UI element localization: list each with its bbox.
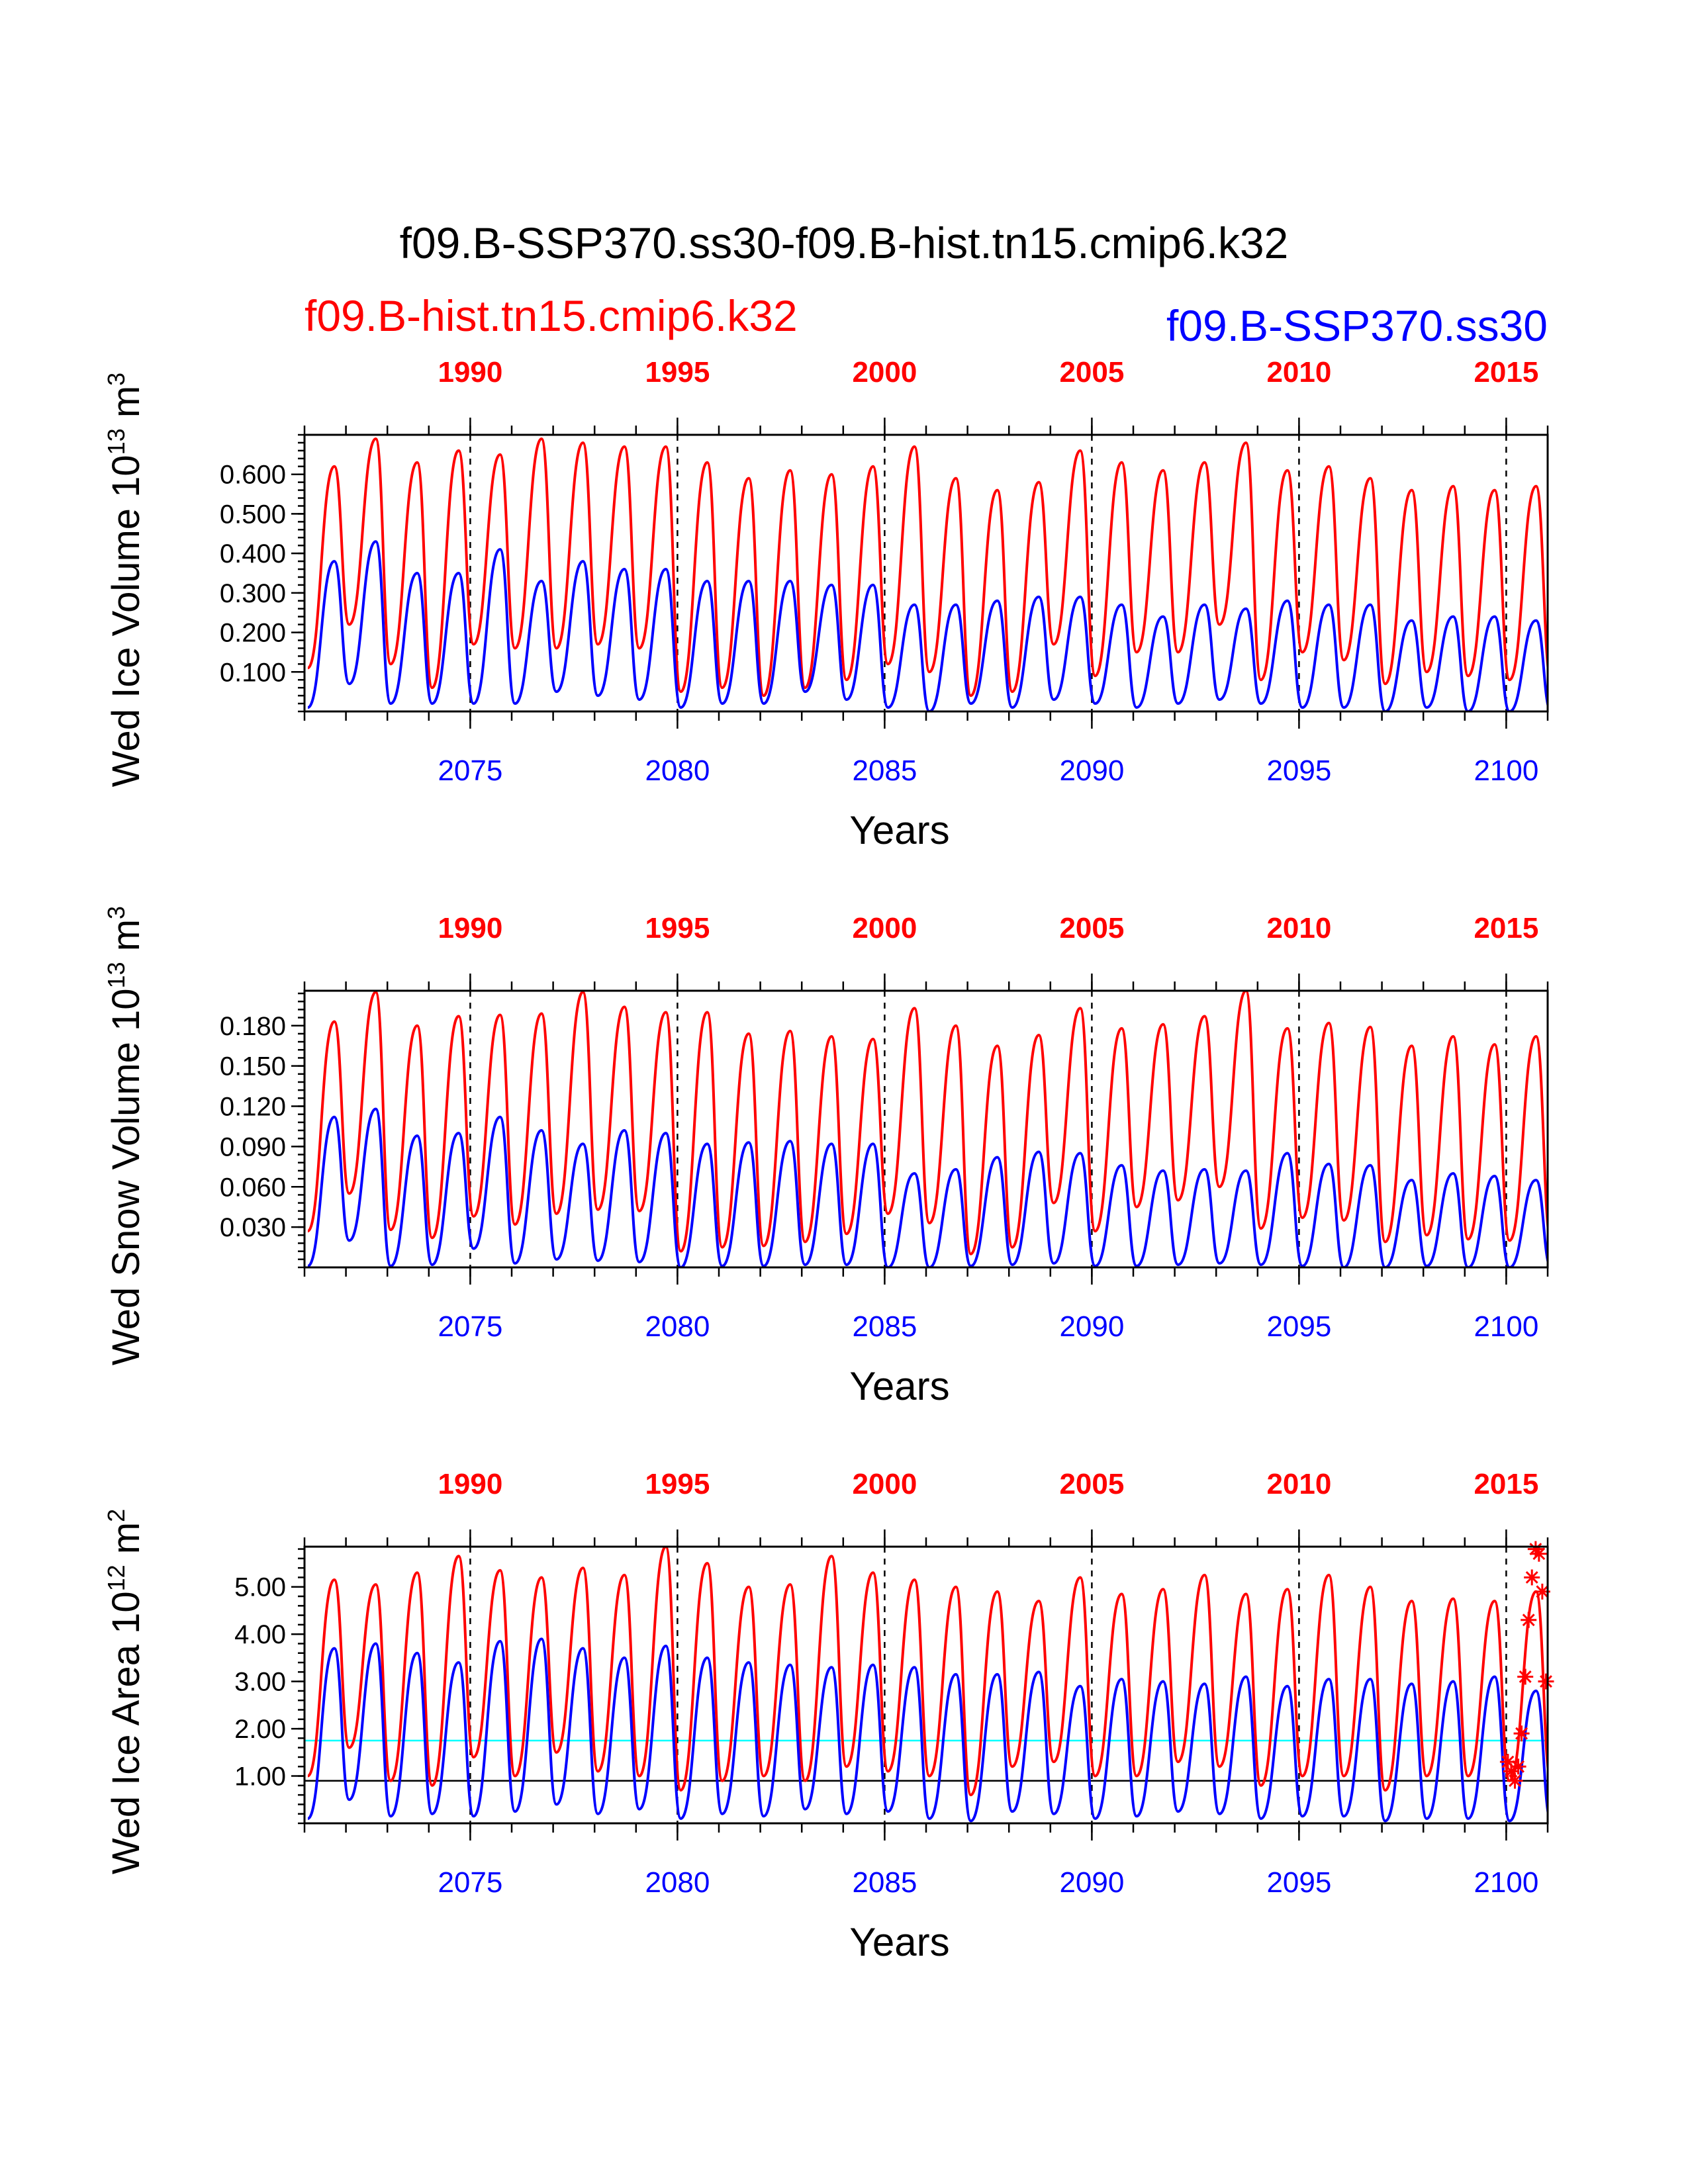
- y-tick-label: 2.00: [234, 1715, 286, 1744]
- x-axis-bottom: 2075 2080 2085 2090 2095 2100: [303, 1267, 1549, 1343]
- x-bottom-tick-label: 2090: [1059, 1310, 1124, 1343]
- legend-hist-label: f09.B-hist.tn15.cmip6.k32: [305, 291, 798, 340]
- x-bottom-tick-label: 2085: [852, 754, 917, 787]
- x-top-tick-label: 2010: [1266, 1468, 1331, 1500]
- y-tick-label: 0.180: [220, 1012, 286, 1041]
- legend-ssp-label: f09.B-SSP370.ss30: [1166, 301, 1548, 350]
- scatter-point: [1524, 1569, 1540, 1586]
- x-bottom-tick-label: 2095: [1266, 1310, 1331, 1343]
- y-tick-label: 0.200: [220, 619, 286, 648]
- x-bottom-tick-label: 2090: [1059, 754, 1124, 787]
- x-axis-bottom: 2075 2080 2085 2090 2095 2100: [303, 711, 1549, 787]
- x-bottom-tick-label: 2100: [1474, 1310, 1538, 1343]
- x-axis-top: 1990 1995 2000 2005 2010 2015: [303, 912, 1549, 991]
- x-top-tick-label: 2015: [1474, 1468, 1538, 1500]
- x-axis-label: Years: [849, 808, 949, 852]
- x-bottom-tick-label: 2075: [438, 754, 502, 787]
- y-tick-label: 0.300: [220, 579, 286, 608]
- x-top-tick-label: 1990: [438, 912, 502, 944]
- scatter-point: [1538, 1673, 1554, 1690]
- x-axis-label: Years: [849, 1920, 949, 1964]
- x-bottom-tick-label: 2085: [852, 1310, 917, 1343]
- y-tick-label: 0.500: [220, 500, 286, 529]
- x-top-tick-label: 2010: [1266, 912, 1331, 944]
- y-tick-label: 4.00: [234, 1620, 286, 1649]
- x-bottom-tick-label: 2100: [1474, 754, 1538, 787]
- scatter-point: [1513, 1725, 1530, 1742]
- x-bottom-tick-label: 2100: [1474, 1866, 1538, 1899]
- y-tick-label: 0.120: [220, 1093, 286, 1122]
- y-tick-label: 1.00: [234, 1762, 286, 1792]
- y-tick-label: 0.600: [220, 461, 286, 490]
- scatter-point: [1507, 1772, 1523, 1789]
- x-top-tick-label: 1995: [645, 356, 710, 388]
- y-tick-label: 0.060: [220, 1173, 286, 1202]
- x-top-tick-label: 1990: [438, 1468, 502, 1500]
- plot-frame: [303, 989, 1549, 1269]
- y-axis: 0.030 0.060 0.090 0.120 0.150 0.180: [220, 992, 305, 1269]
- x-top-tick-label: 2005: [1059, 1468, 1124, 1500]
- x-top-tick-label: 2000: [852, 912, 917, 944]
- y-tick-label: 0.100: [220, 658, 286, 687]
- y-tick-label: 3.00: [234, 1668, 286, 1697]
- x-top-tick-label: 2010: [1266, 356, 1331, 388]
- x-bottom-tick-label: 2090: [1059, 1866, 1124, 1899]
- series-line-ssp: [306, 1637, 1548, 1823]
- x-top-tick-label: 2015: [1474, 356, 1538, 388]
- x-top-tick-label: 1990: [438, 356, 502, 388]
- y-tick-label: 0.090: [220, 1132, 286, 1161]
- x-bottom-tick-label: 2075: [438, 1310, 502, 1343]
- x-top-tick-label: 1995: [645, 912, 710, 944]
- x-axis-bottom: 2075 2080 2085 2090 2095 2100: [303, 1823, 1549, 1899]
- x-bottom-tick-label: 2080: [645, 1310, 710, 1343]
- series-line-hist: [306, 437, 1548, 698]
- x-top-tick-label: 2000: [852, 1468, 917, 1500]
- scatter-point: [1530, 1545, 1547, 1562]
- x-bottom-tick-label: 2095: [1266, 754, 1331, 787]
- x-axis-top: 1990 1995 2000 2005 2010 2015: [303, 356, 1549, 435]
- y-axis: 1.00 2.00 3.00 4.00 5.00: [234, 1548, 305, 1825]
- y-axis-label: Wed Ice Volume 1013 m3: [103, 373, 148, 787]
- x-bottom-tick-label: 2080: [645, 1866, 710, 1899]
- y-tick-label: 0.150: [220, 1052, 286, 1081]
- series-line-ssp: [306, 540, 1548, 711]
- x-top-tick-label: 2015: [1474, 912, 1538, 944]
- x-top-tick-label: 2000: [852, 356, 917, 388]
- series-line-ssp: [306, 1107, 1548, 1267]
- scatter-point: [1534, 1583, 1550, 1600]
- scatter-point: [1510, 1758, 1526, 1775]
- x-bottom-tick-label: 2075: [438, 1866, 502, 1899]
- scatter-point: [1521, 1612, 1537, 1628]
- y-axis-label: Wed Snow Volume 1013 m3: [103, 906, 148, 1365]
- x-axis-top: 1990 1995 2000 2005 2010 2015: [303, 1468, 1549, 1547]
- series-line-hist: [306, 991, 1548, 1255]
- x-bottom-tick-label: 2080: [645, 754, 710, 787]
- x-bottom-tick-label: 2095: [1266, 1866, 1331, 1899]
- y-tick-label: 5.00: [234, 1573, 286, 1602]
- y-tick-label: 0.030: [220, 1213, 286, 1242]
- y-axis: 0.100 0.200 0.300 0.400 0.500 0.600: [220, 433, 305, 713]
- y-axis-label: Wed Ice Area 1012 m2: [103, 1509, 148, 1874]
- panel-3: 1.00 2.00 3.00 4.00 5.00 2075 2080 2085 2090 2095…: [103, 1468, 1554, 1964]
- x-bottom-tick-label: 2085: [852, 1866, 917, 1899]
- y-tick-label: 0.400: [220, 539, 286, 569]
- scatter-point: [1517, 1668, 1534, 1685]
- series-line-hist: [306, 1547, 1548, 1797]
- x-axis-label: Years: [849, 1364, 949, 1408]
- x-top-tick-label: 1995: [645, 1468, 710, 1500]
- x-top-tick-label: 2005: [1059, 912, 1124, 944]
- x-top-tick-label: 2005: [1059, 356, 1124, 388]
- figure-title: f09.B-SSP370.ss30-f09.B-hist.tn15.cmip6.…: [400, 218, 1289, 267]
